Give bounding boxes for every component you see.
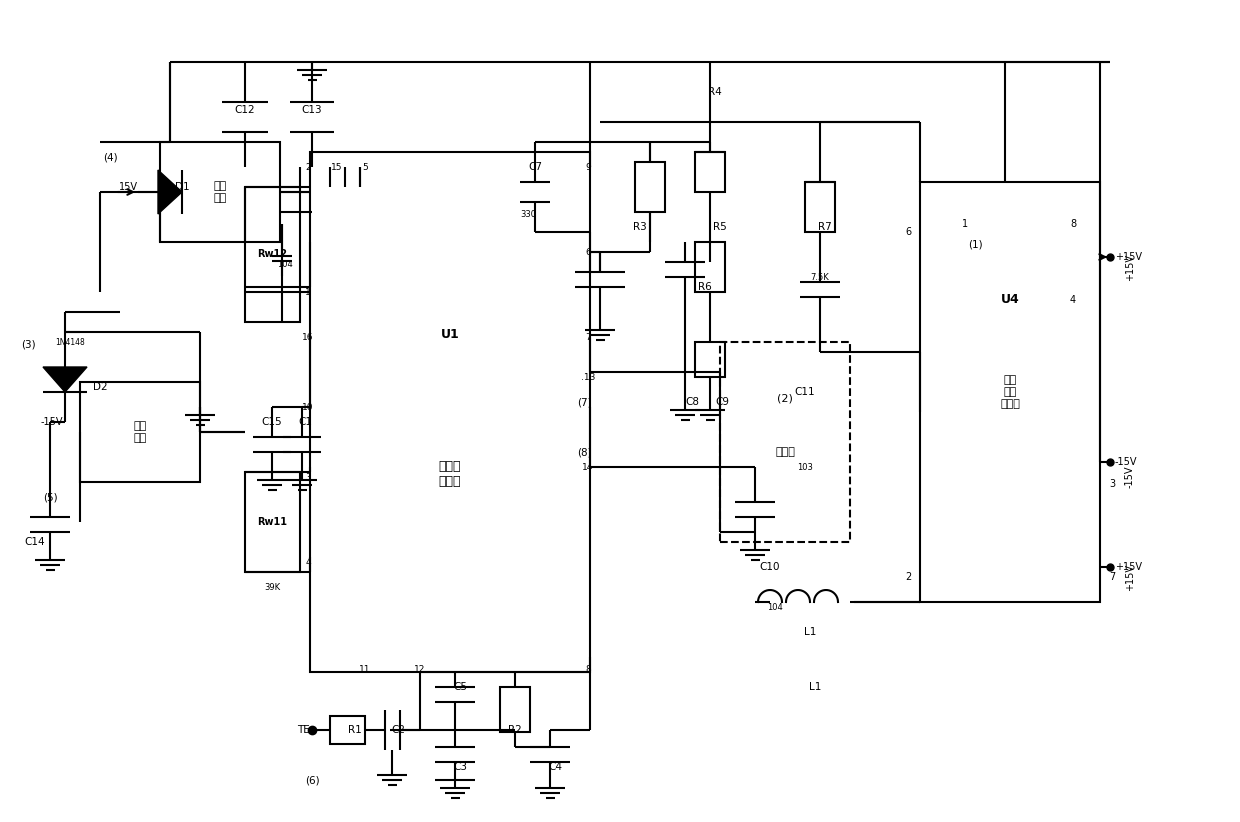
Text: 稳压
电路: 稳压 电路 — [213, 181, 227, 203]
Text: 12: 12 — [414, 664, 425, 673]
Text: R1: R1 — [348, 725, 362, 735]
Text: (4): (4) — [103, 152, 118, 162]
Text: 2: 2 — [905, 572, 911, 582]
Bar — [81, 382, 200, 482]
Text: -15V: -15V — [1115, 457, 1137, 467]
Text: L1: L1 — [808, 682, 821, 692]
Text: 3: 3 — [305, 473, 311, 482]
Text: C12: C12 — [234, 105, 255, 115]
Text: 104: 104 — [768, 603, 782, 612]
Text: 8: 8 — [1070, 219, 1076, 229]
Text: C5: C5 — [453, 682, 467, 692]
Text: 4: 4 — [1070, 294, 1076, 305]
Text: D2: D2 — [93, 382, 108, 392]
Text: C3: C3 — [453, 762, 467, 772]
Text: 6: 6 — [905, 228, 911, 238]
Text: 力矩器: 力矩器 — [775, 447, 795, 457]
Text: C2: C2 — [391, 725, 405, 735]
Text: D1: D1 — [175, 182, 190, 192]
Text: C13: C13 — [301, 105, 322, 115]
Text: (3): (3) — [21, 339, 35, 349]
Bar — [160, 142, 280, 242]
Text: 7: 7 — [1109, 572, 1115, 582]
Text: 15: 15 — [331, 163, 342, 172]
Text: U4: U4 — [1001, 293, 1019, 306]
Bar — [720, 342, 849, 542]
Text: (5): (5) — [42, 492, 57, 502]
Text: (2): (2) — [777, 393, 792, 403]
Polygon shape — [157, 170, 182, 214]
Text: C15: C15 — [262, 417, 283, 427]
Text: C7: C7 — [528, 162, 542, 172]
Text: 7.5K: 7.5K — [811, 273, 830, 281]
Text: +15V: +15V — [1125, 564, 1135, 590]
Text: R4: R4 — [708, 87, 722, 97]
Bar — [694, 342, 725, 377]
Text: R3: R3 — [634, 222, 647, 232]
Text: 1: 1 — [962, 219, 968, 229]
Text: 2: 2 — [305, 163, 311, 172]
Bar — [920, 182, 1100, 602]
Text: (6): (6) — [305, 775, 320, 785]
Bar — [246, 187, 300, 322]
Text: 9: 9 — [585, 163, 591, 172]
Text: 15V: 15V — [119, 182, 138, 192]
Text: 330: 330 — [520, 210, 536, 219]
Text: 103: 103 — [797, 463, 813, 472]
Bar — [805, 182, 835, 232]
Text: C14: C14 — [25, 537, 46, 547]
Text: (7): (7) — [578, 397, 591, 407]
Text: C1: C1 — [298, 417, 312, 427]
Text: 跨导
补偿
放大器: 跨导 补偿 放大器 — [1001, 376, 1021, 409]
Text: 3: 3 — [1109, 479, 1115, 489]
Text: Rw12: Rw12 — [257, 249, 286, 259]
Text: +15V: +15V — [1115, 562, 1142, 572]
Text: 1: 1 — [305, 288, 311, 297]
Text: (1): (1) — [967, 239, 982, 249]
Text: 39K: 39K — [264, 583, 280, 592]
Text: 6: 6 — [585, 247, 591, 256]
Text: +15V: +15V — [1115, 252, 1142, 262]
Bar — [246, 472, 300, 572]
Text: -15V: -15V — [1125, 466, 1135, 488]
Bar — [694, 152, 725, 192]
Text: Rw11: Rw11 — [257, 517, 286, 527]
Text: C9: C9 — [715, 397, 729, 407]
Text: C8: C8 — [684, 397, 699, 407]
Text: 14: 14 — [583, 463, 594, 472]
Text: .13: .13 — [580, 372, 595, 381]
Text: R5: R5 — [713, 222, 727, 232]
Bar — [330, 716, 365, 744]
Text: L1: L1 — [804, 627, 816, 637]
Text: TE: TE — [298, 725, 310, 735]
Text: 前置变
换电路: 前置变 换电路 — [439, 460, 461, 488]
Bar — [310, 152, 590, 672]
Text: C4: C4 — [548, 762, 562, 772]
Text: 16: 16 — [303, 333, 314, 341]
Text: R2: R2 — [508, 725, 522, 735]
Text: -15V: -15V — [41, 417, 63, 427]
Text: U1: U1 — [440, 327, 459, 340]
Text: 7: 7 — [585, 333, 591, 341]
Text: +15V: +15V — [1125, 253, 1135, 280]
Text: 104: 104 — [277, 260, 293, 269]
Polygon shape — [43, 367, 87, 392]
Text: 4: 4 — [305, 557, 311, 566]
Text: 8: 8 — [585, 664, 591, 673]
Bar — [694, 242, 725, 292]
Text: R6: R6 — [698, 282, 712, 292]
Text: C11: C11 — [795, 387, 816, 397]
Text: 1N4148: 1N4148 — [55, 338, 84, 347]
Text: 10: 10 — [303, 403, 314, 412]
Text: C10: C10 — [760, 562, 780, 572]
Bar — [635, 162, 665, 212]
Text: 稳压
电路: 稳压 电路 — [134, 421, 146, 443]
Bar — [500, 687, 529, 732]
Text: (8): (8) — [578, 447, 591, 457]
Text: 5: 5 — [362, 163, 368, 172]
Text: R7: R7 — [818, 222, 832, 232]
Text: 11: 11 — [360, 664, 371, 673]
